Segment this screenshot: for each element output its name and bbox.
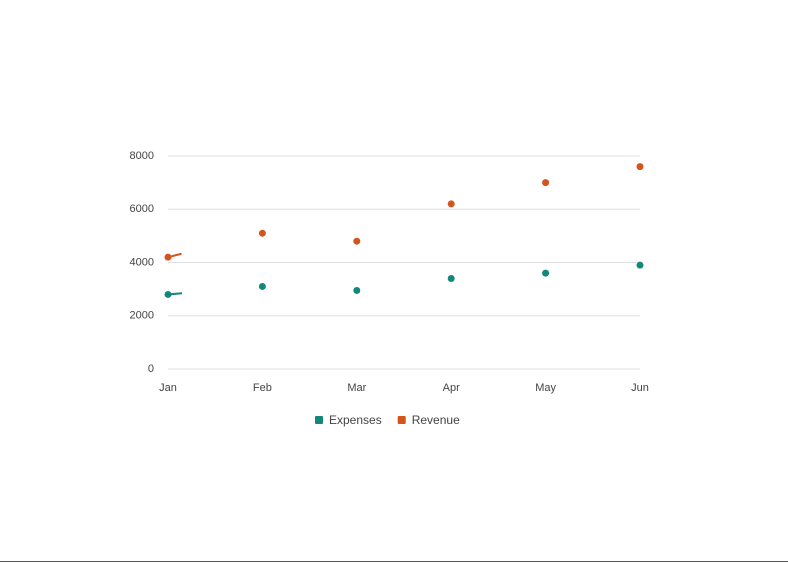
data-point: [164, 290, 172, 298]
data-point: [636, 261, 644, 269]
data-point: [636, 163, 644, 171]
y-tick-label: 4000: [130, 256, 154, 268]
data-point: [353, 286, 361, 294]
x-tick-label: Feb: [253, 382, 272, 394]
x-tick-label: May: [535, 382, 556, 394]
data-point: [164, 253, 172, 261]
data-point: [258, 229, 266, 237]
y-tick-label: 8000: [130, 150, 154, 162]
legend-label: Expenses: [329, 413, 382, 427]
x-tick-label: Mar: [347, 382, 366, 394]
y-tick-label: 0: [148, 363, 154, 375]
legend: Expenses Revenue: [315, 413, 460, 427]
data-point: [447, 274, 455, 282]
y-tick-label: 2000: [130, 310, 154, 322]
y-tick-label: 6000: [130, 203, 154, 215]
data-point: [353, 237, 361, 245]
data-point: [258, 282, 266, 290]
series-line: [167, 165, 641, 259]
x-tick-label: Jun: [631, 382, 649, 394]
series-line: [167, 264, 641, 296]
data-point: [542, 179, 550, 187]
data-point: [542, 269, 550, 277]
legend-label: Revenue: [412, 413, 460, 427]
x-tick-label: Apr: [443, 382, 460, 394]
legend-swatch: [315, 416, 323, 424]
legend-swatch: [397, 416, 406, 424]
x-tick-label: Jan: [159, 382, 177, 394]
data-point: [447, 200, 455, 208]
